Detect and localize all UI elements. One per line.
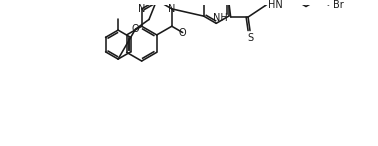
Text: S: S [247, 33, 253, 42]
Text: HN: HN [268, 0, 283, 11]
Text: NH: NH [213, 13, 228, 23]
Text: N: N [138, 4, 146, 14]
Text: N: N [168, 4, 175, 14]
Text: O: O [179, 28, 186, 38]
Text: O: O [132, 24, 139, 34]
Text: Br: Br [333, 0, 344, 10]
